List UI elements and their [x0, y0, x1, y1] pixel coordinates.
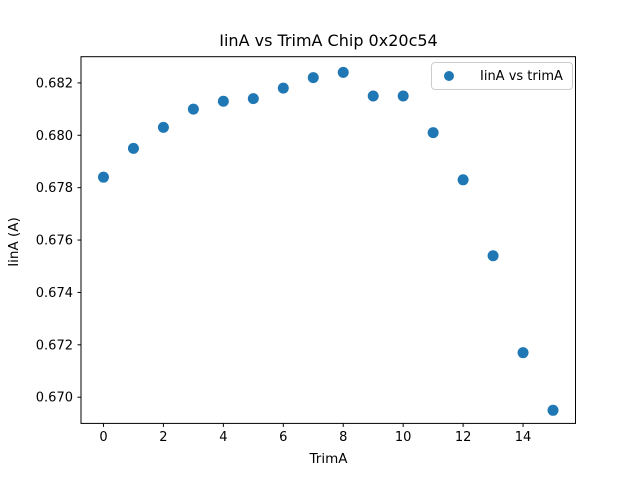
- y-tick-label: 0.670: [36, 391, 73, 406]
- y-axis-label: IinA (A): [6, 217, 22, 267]
- y-tick-label: 0.672: [36, 338, 73, 353]
- data-point: [247, 93, 259, 105]
- legend-marker-dot: [444, 71, 454, 81]
- data-point: [187, 103, 199, 115]
- y-tick-label: 0.682: [36, 76, 73, 91]
- data-point: [367, 90, 379, 102]
- x-tick-label: 8: [339, 430, 347, 445]
- x-tick-label: 10: [395, 430, 412, 445]
- data-point: [457, 174, 469, 186]
- data-point: [307, 72, 319, 84]
- data-point: [517, 347, 529, 359]
- x-tick-label: 12: [455, 430, 472, 445]
- x-tick-label: 4: [219, 430, 227, 445]
- data-point: [397, 90, 409, 102]
- legend-label: IinA vs trimA: [480, 68, 563, 84]
- data-point: [547, 404, 559, 416]
- x-tick-label: 0: [99, 430, 107, 445]
- data-point: [157, 121, 169, 133]
- x-tick-label: 14: [515, 430, 532, 445]
- x-axis-label: TrimA: [309, 451, 348, 467]
- data-point: [97, 171, 109, 183]
- data-point: [487, 250, 499, 262]
- data-point: [337, 66, 349, 78]
- y-tick-label: 0.680: [36, 129, 73, 144]
- y-tick-label: 0.676: [36, 234, 73, 249]
- x-tick-label: 6: [279, 430, 287, 445]
- data-point: [127, 142, 139, 154]
- x-tick-label: 2: [159, 430, 167, 445]
- axes-frame: [80, 56, 576, 424]
- data-point: [427, 127, 439, 139]
- data-point: [277, 82, 289, 94]
- chart-title: IinA vs TrimA Chip 0x20c54: [219, 31, 438, 50]
- legend: IinA vs trimA: [431, 62, 573, 90]
- y-tick-label: 0.674: [36, 286, 73, 301]
- data-point: [217, 95, 229, 107]
- y-tick-label: 0.678: [36, 181, 73, 196]
